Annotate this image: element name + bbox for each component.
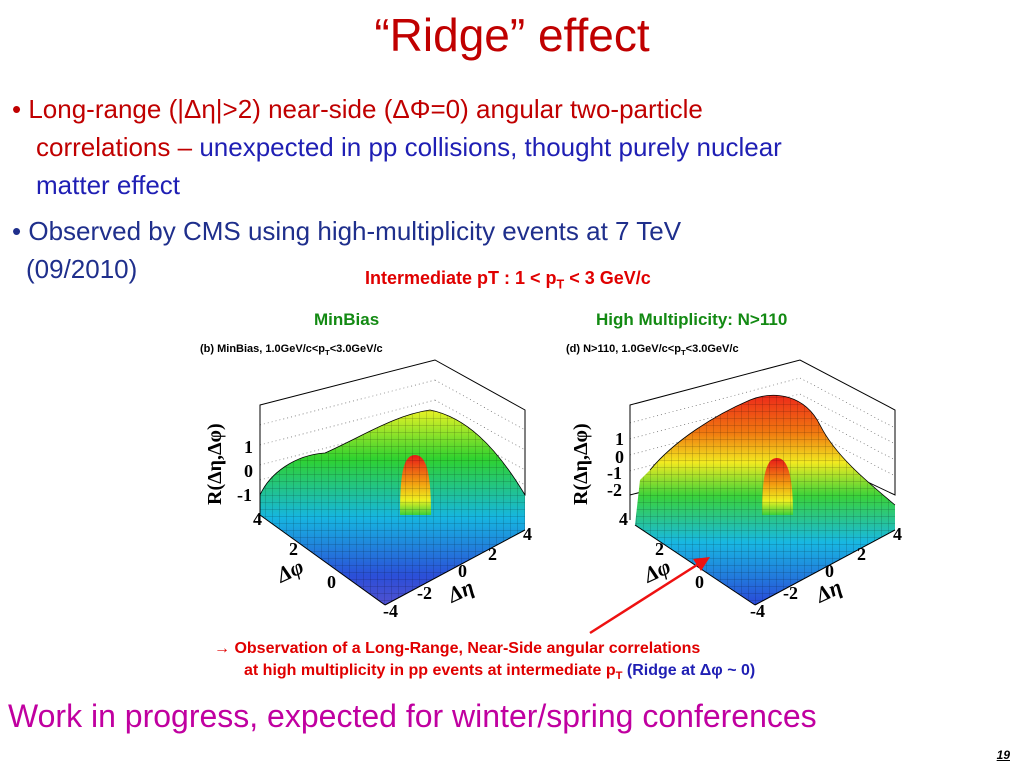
figure-title: Intermediate pT : 1 < pT < 3 GeV/c (365, 268, 651, 292)
minbias-eta-label: Δη (443, 574, 478, 608)
footer-note: Work in progress, expected for winter/sp… (8, 698, 817, 734)
bullet-observed-cms: • Observed by CMS using high-multiplicit… (12, 212, 1017, 288)
svg-text:0: 0 (825, 561, 834, 581)
svg-text:0: 0 (244, 461, 253, 481)
ridge-arrow (589, 557, 710, 635)
ridge-note: (Ridge at Δφ ~ 0) (626, 662, 756, 679)
svg-text:2: 2 (857, 544, 866, 564)
minbias-label: MinBias (314, 310, 380, 329)
svg-text:-2: -2 (417, 583, 432, 603)
svg-text:0: 0 (615, 447, 624, 467)
bullet1-line1: Long-range (|Δη|>2) near-side (ΔΦ=0) ang… (28, 94, 703, 124)
svg-text:0: 0 (327, 572, 336, 592)
high-multiplicity-label: High Multiplicity: N>110 (596, 310, 788, 329)
minbias-z-axis-label: R(Δη,Δφ) (204, 423, 226, 505)
bullet-marker: • (12, 94, 22, 124)
svg-text:2: 2 (488, 544, 497, 564)
svg-text:1: 1 (244, 437, 253, 457)
observation-line2: at high multiplicity in pp events at int… (244, 662, 623, 683)
svg-text:-1: -1 (607, 463, 622, 483)
svg-text:2: 2 (655, 539, 664, 559)
bullet-long-range: • Long-range (|Δη|>2) near-side (ΔΦ=0) a… (12, 90, 1017, 204)
observation-text: → Observation of a Long-Range, Near-Side… (214, 638, 755, 687)
svg-text:4: 4 (893, 524, 902, 544)
bullet2-date: (09/2010) (26, 254, 138, 284)
minbias-caption: (b) MinBias, 1.0GeV/c<pT<3.0GeV/c (200, 343, 383, 358)
bullet1-dash: – (170, 132, 200, 162)
svg-text:-2: -2 (607, 480, 622, 500)
minbias-z-ticks: 1 0 -1 (237, 437, 253, 505)
svg-text:-2: -2 (783, 583, 798, 603)
minbias-phi-label: Δφ (272, 554, 308, 588)
svg-text:4: 4 (253, 509, 262, 529)
bullet1-matter-effect: matter effect (36, 170, 181, 200)
observation-arrow: → (214, 640, 230, 657)
minbias-phi-ticks: 4 2 0 (253, 509, 336, 592)
high-mult-plot: R(Δη,Δφ) 1 0 -1 -2 4 2 0 Δφ 4 2 0 -2 -4 … (570, 359, 902, 621)
high-mult-eta-ticks: 4 2 0 -2 -4 (750, 524, 902, 621)
minbias-eta-ticks: 4 2 0 -2 -4 (383, 524, 532, 621)
high-mult-caption: (d) N>110, 1.0GeV/c<pT<3.0GeV/c (566, 343, 739, 358)
bullet1-correlations: correlations (36, 132, 171, 162)
minbias-plot: R(Δη,Δφ) 1 0 -1 4 2 0 Δφ 4 2 0 -2 -4 Δη (204, 359, 532, 621)
slide-title: “Ridge” effect (374, 9, 650, 61)
ridge-plots: R(Δη,Δφ) 1 0 -1 4 2 0 Δφ 4 2 0 -2 -4 Δη (204, 359, 902, 635)
svg-text:0: 0 (695, 572, 704, 592)
svg-text:-4: -4 (750, 601, 765, 621)
high-mult-z-axis-label: R(Δη,Δφ) (570, 423, 592, 505)
bullet1-unexpected: unexpected in pp collisions, thought pur… (199, 132, 782, 162)
bullet-marker: • (12, 216, 22, 246)
observation-line1: Observation of a Long-Range, Near-Side a… (234, 640, 701, 657)
svg-text:2: 2 (289, 539, 298, 559)
page-number: 19 (996, 748, 1010, 762)
svg-text:-1: -1 (237, 485, 252, 505)
svg-text:4: 4 (523, 524, 532, 544)
high-mult-eta-label: Δη (811, 574, 846, 608)
svg-text:1: 1 (615, 429, 624, 449)
high-mult-z-ticks: 1 0 -1 -2 (607, 429, 624, 500)
bullet2-line1: Observed by CMS using high-multiplicity … (28, 216, 682, 246)
svg-text:4: 4 (619, 509, 628, 529)
high-mult-phi-ticks: 4 2 0 (619, 509, 704, 592)
svg-text:-4: -4 (383, 601, 398, 621)
svg-text:0: 0 (458, 561, 467, 581)
